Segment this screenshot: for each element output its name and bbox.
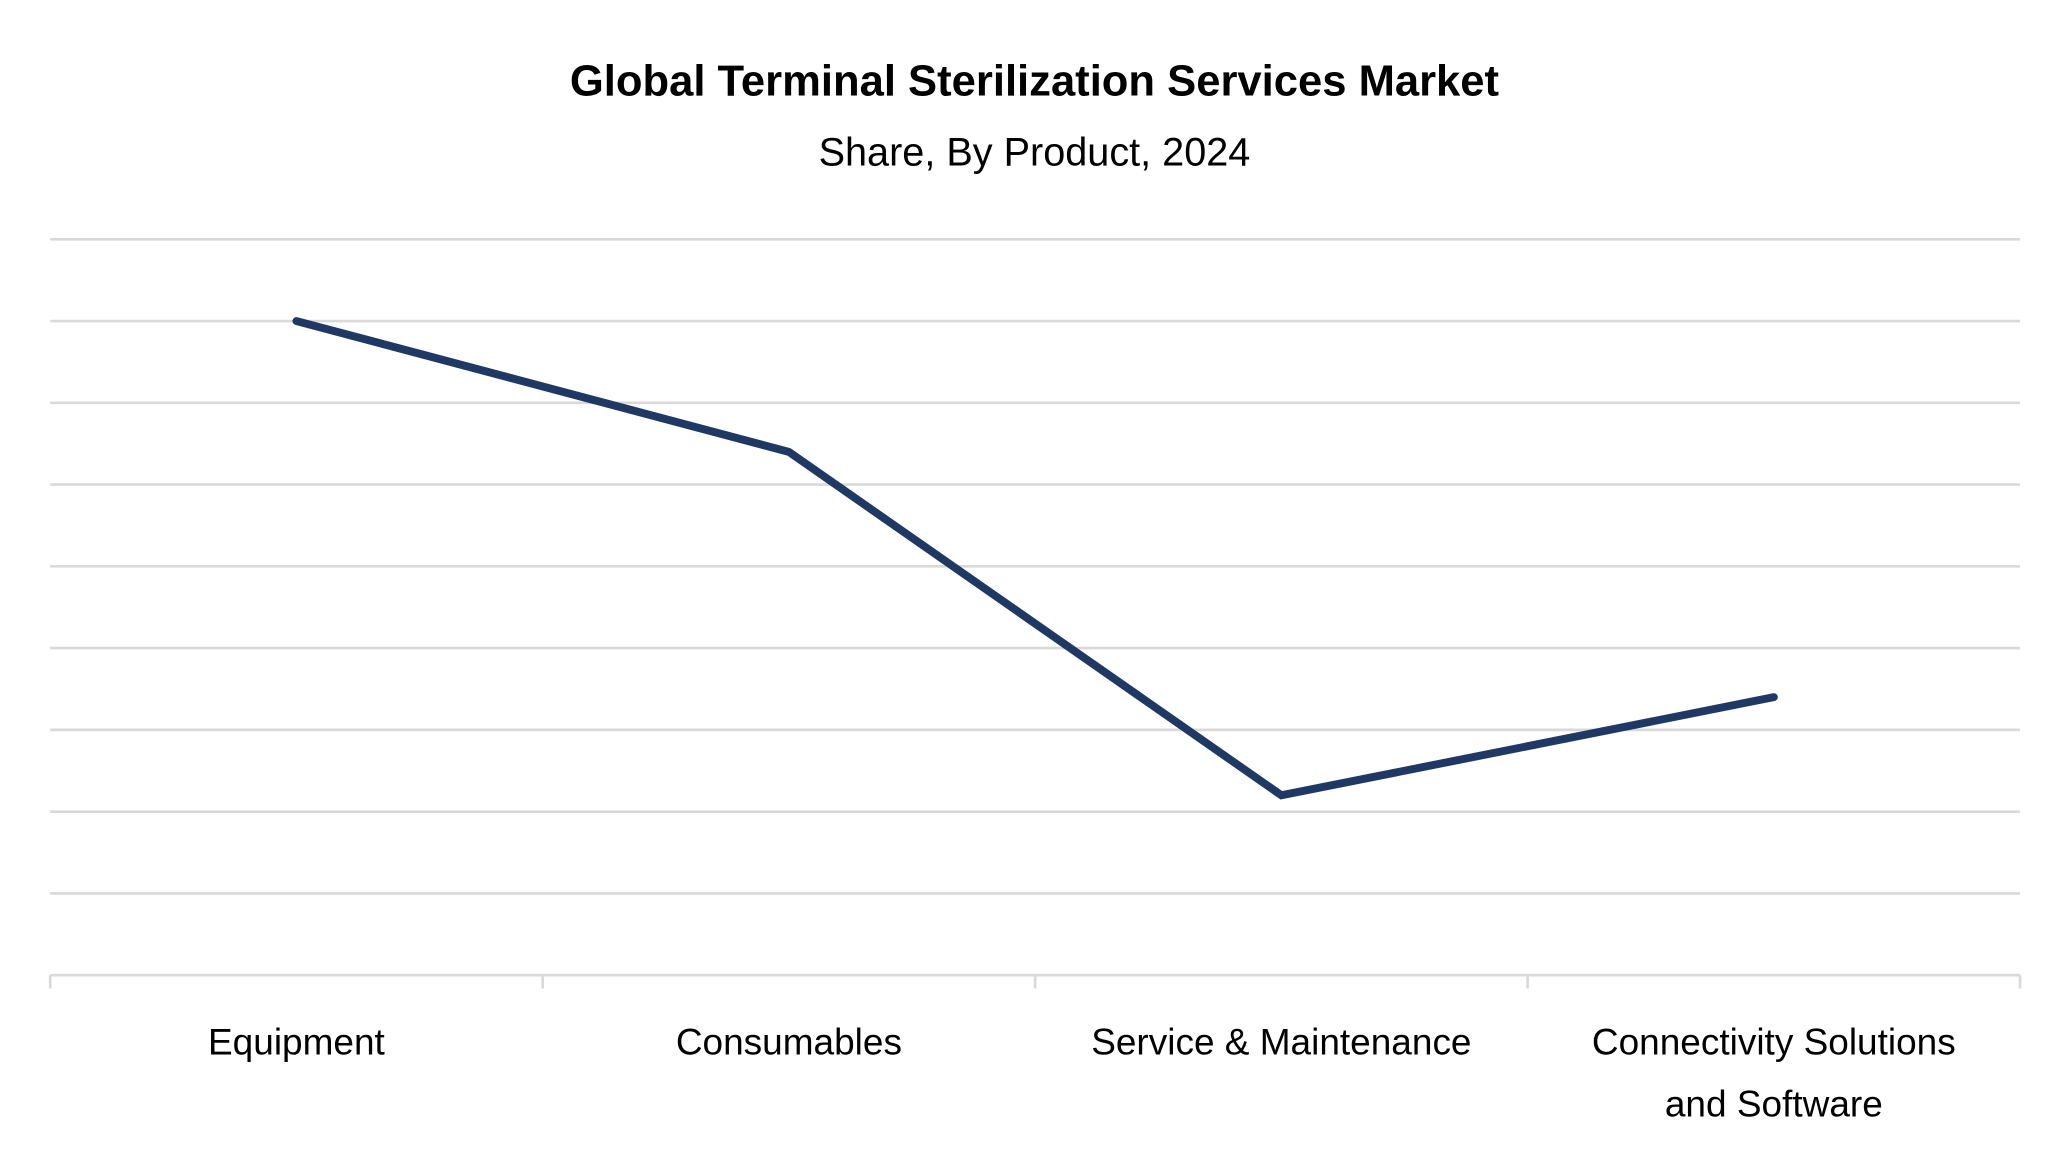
chart-subtitle: Share, By Product, 2024 — [819, 130, 1251, 174]
series-line — [292, 317, 1778, 800]
series-polyline — [292, 317, 1778, 800]
x-tick-label-line: and Software — [1665, 1084, 1883, 1125]
x-tick-label-line: Service & Maintenance — [1091, 1021, 1471, 1062]
x-tick-label: Service & Maintenance — [1091, 1021, 1471, 1062]
chart-title: Global Terminal Sterilization Services M… — [570, 57, 1499, 105]
x-tick-label-line: Connectivity Solutions — [1592, 1021, 1956, 1062]
x-tick-label: Connectivity Solutions and Software — [1592, 1021, 1956, 1124]
x-tick-label: Equipment — [208, 1021, 385, 1062]
x-axis — [48, 973, 2022, 989]
gridlines — [50, 237, 2021, 895]
x-tick-label-line: Consumables — [676, 1021, 902, 1062]
x-tick-label: Consumables — [676, 1021, 902, 1062]
x-tick-label-line: Equipment — [208, 1021, 385, 1062]
x-axis-labels: Equipment Consumables Service & Maintenanc… — [208, 1021, 1956, 1124]
